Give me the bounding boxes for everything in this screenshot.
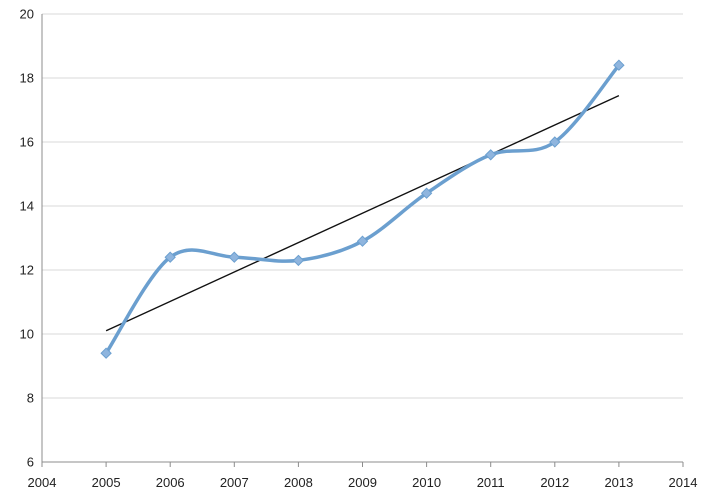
trendline-layer [105, 94, 620, 332]
trendline [105, 94, 620, 332]
x-tick-label: 2009 [348, 475, 377, 490]
y-tick-label: 6 [27, 455, 34, 470]
gridlines [42, 13, 683, 399]
x-tick-label: 2007 [220, 475, 249, 490]
x-tick-label: 2012 [540, 475, 569, 490]
x-tick-label: 2010 [412, 475, 441, 490]
y-tick-label: 20 [20, 7, 34, 22]
data-point-2009 [356, 235, 369, 247]
x-tick-label: 2014 [669, 475, 698, 490]
axes [41, 14, 684, 467]
y-tick-label: 8 [27, 391, 34, 406]
x-tick-label: 2005 [92, 475, 121, 490]
data-point-2005 [100, 347, 112, 359]
y-tick-label: 12 [20, 263, 34, 278]
x-tick-label: 2011 [477, 475, 505, 490]
data-point-2011 [484, 149, 497, 161]
series-layer [100, 59, 625, 359]
x-tick-label: 2008 [284, 475, 313, 490]
y-tick-label: 16 [20, 135, 34, 150]
y-tick-label: 18 [20, 71, 34, 86]
data-point-2013 [613, 59, 625, 71]
data-point-2010 [420, 187, 433, 199]
series-line [104, 63, 621, 355]
data-point-2007 [228, 251, 241, 263]
data-point-2012 [549, 136, 561, 148]
data-point-2008 [292, 254, 305, 267]
data-point-2006 [164, 251, 176, 263]
x-tick-label: 2013 [604, 475, 633, 490]
x-tick-labels: 2004 2005 2006 2007 2008 2009 2010 2011 2012 2013… [28, 475, 698, 490]
y-tick-labels: 6 8 10 12 14 16 18 20 [20, 7, 34, 470]
y-tick-label: 14 [20, 199, 34, 214]
x-tick-label: 2006 [156, 475, 185, 490]
y-tick-label: 10 [20, 327, 34, 342]
x-tick-label: 2004 [28, 475, 57, 490]
